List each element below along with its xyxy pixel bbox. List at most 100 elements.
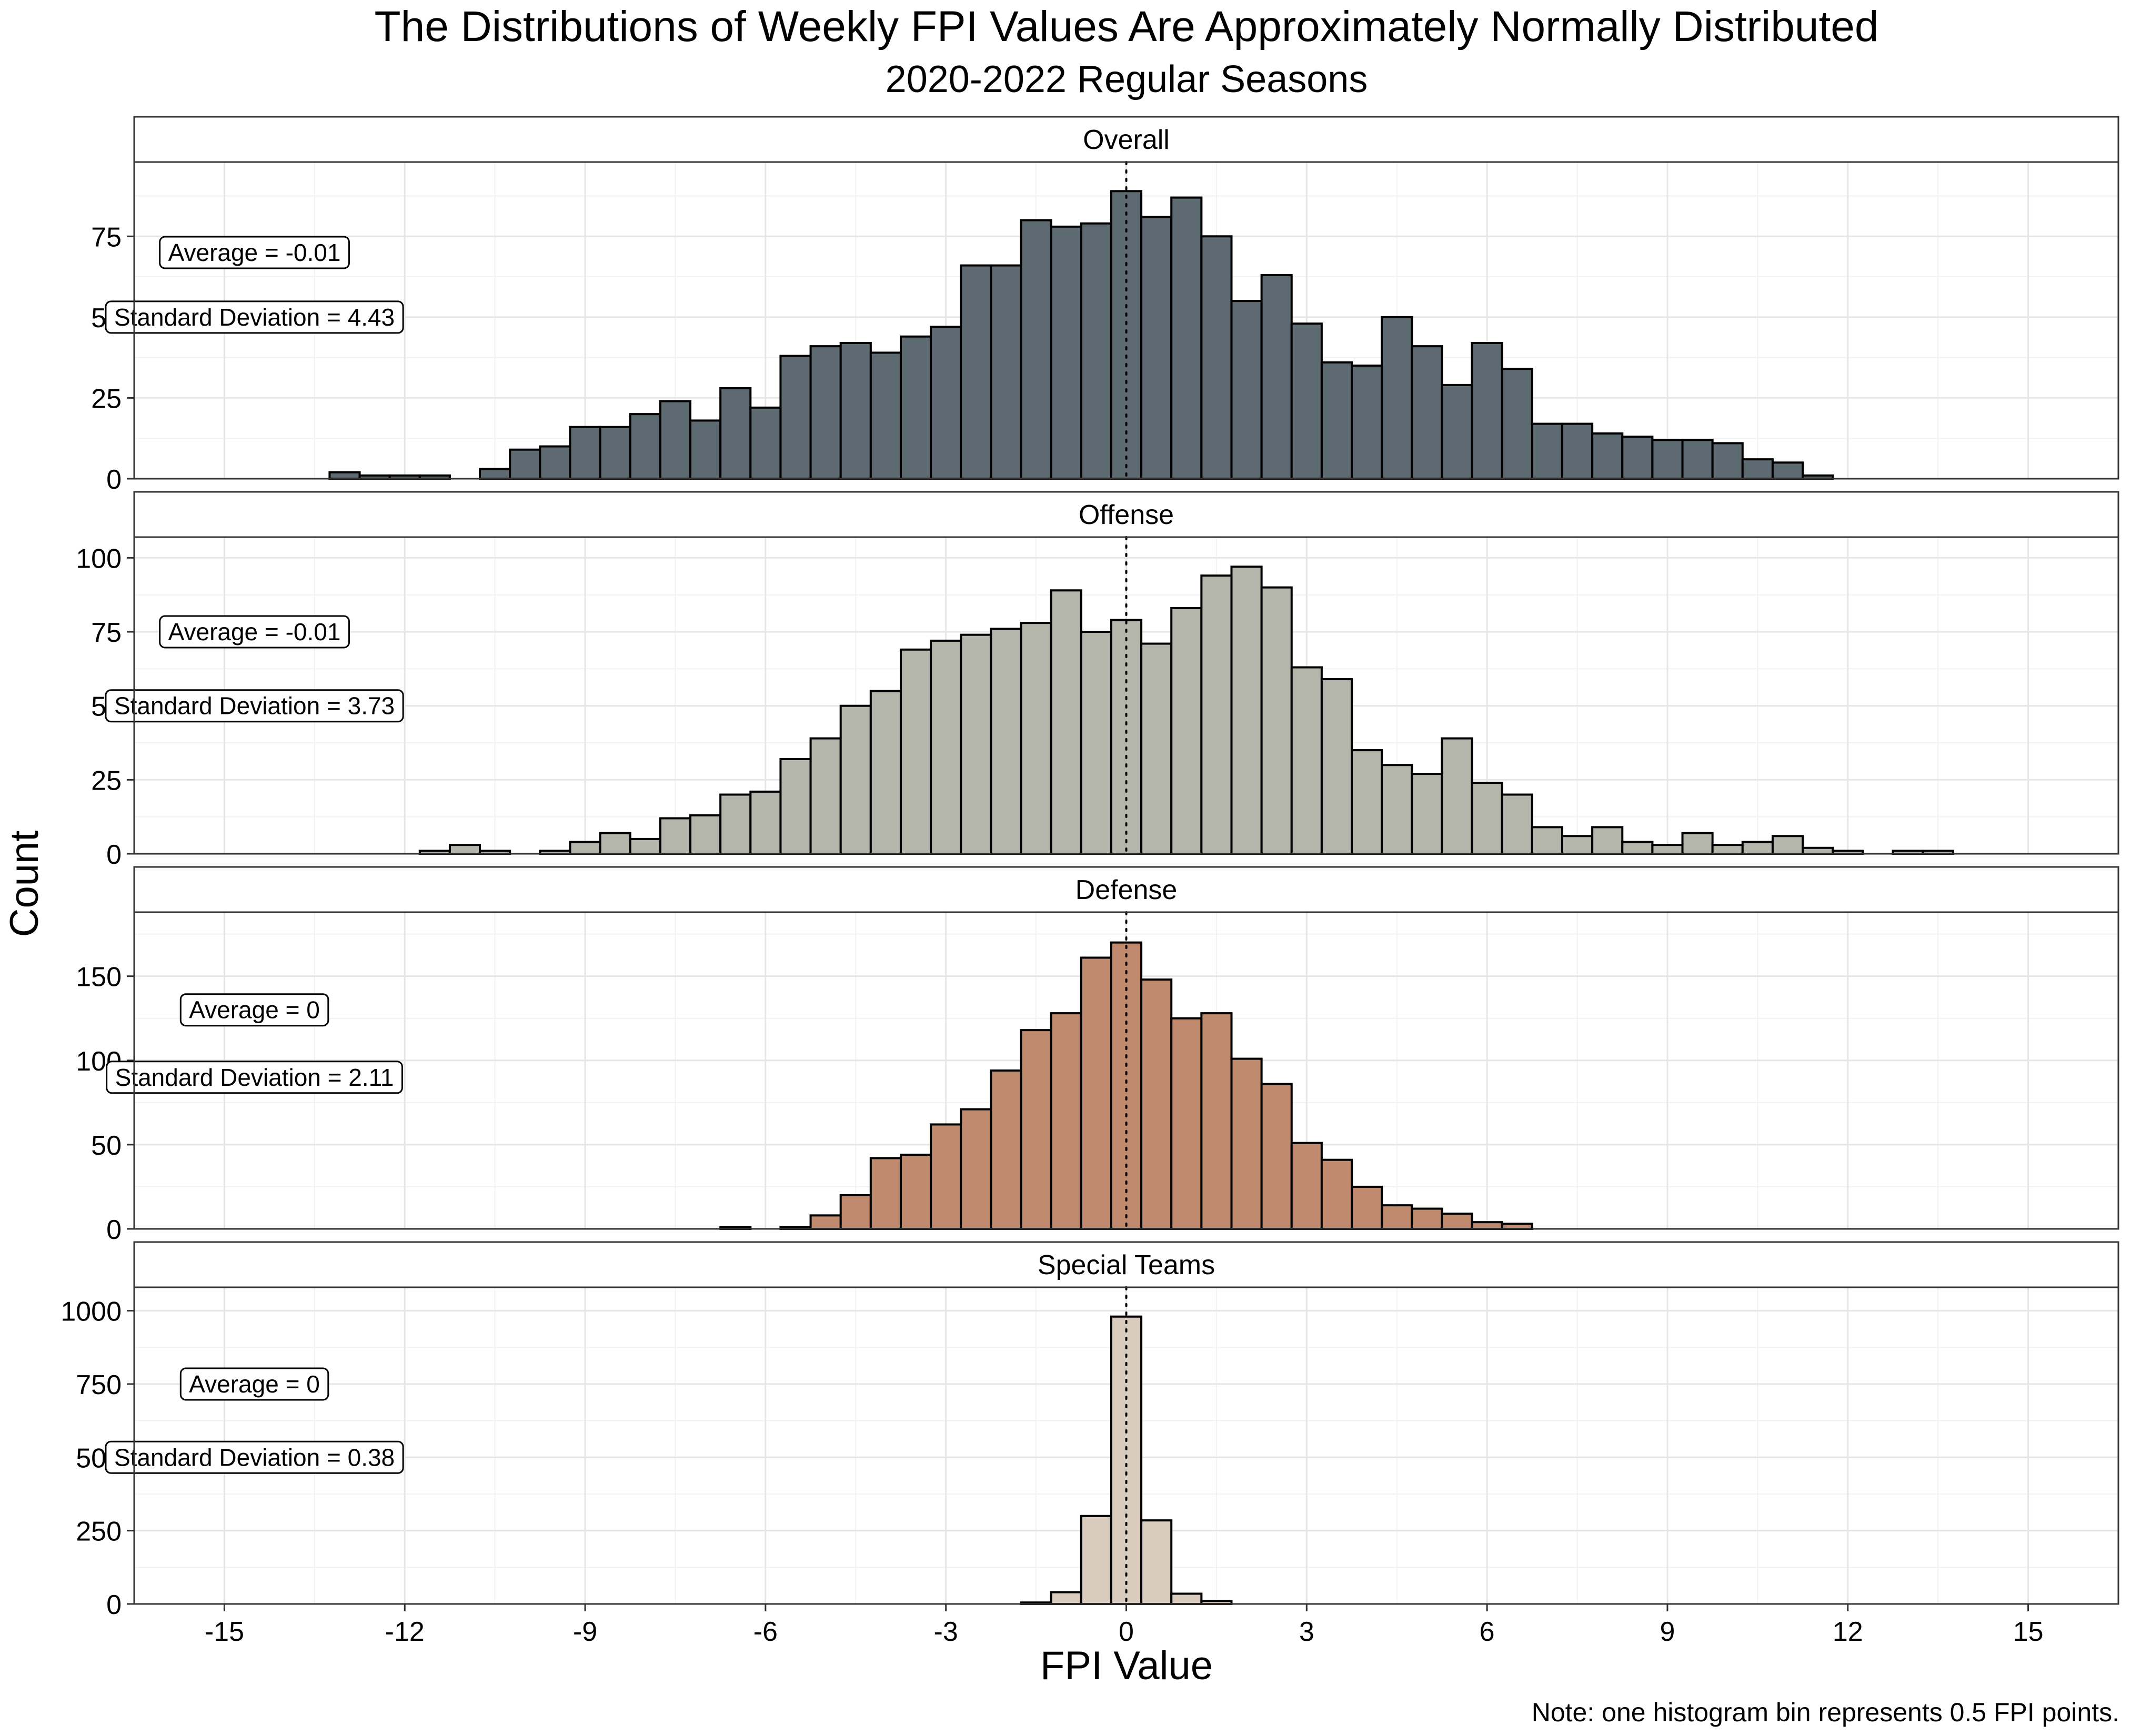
histogram-bar [1351, 749, 1383, 855]
histogram-bar [1230, 566, 1263, 855]
histogram-bar [569, 426, 601, 480]
x-tick-label: -6 [753, 1617, 778, 1647]
histogram-bar [1771, 461, 1804, 480]
histogram-bar [659, 400, 692, 480]
histogram-bar [599, 426, 631, 480]
histogram-bar [1140, 216, 1173, 480]
histogram-bar [1802, 846, 1834, 855]
histogram-bar [839, 342, 872, 480]
histogram-bar [809, 345, 842, 480]
histogram-bar [1711, 442, 1744, 480]
histogram-bar [990, 1069, 1022, 1230]
histogram-bar [1471, 781, 1503, 855]
y-tick-label: 25 [91, 765, 122, 796]
histogram-bar [1080, 1515, 1112, 1606]
histogram-bar [1080, 631, 1112, 855]
panel-border [133, 536, 2119, 855]
histogram-bar [1351, 1185, 1383, 1230]
histogram-bar [779, 355, 812, 480]
x-tick-label: 12 [1833, 1617, 1863, 1647]
facet-strip-label: Overall [1083, 125, 1170, 155]
x-tick-label: 3 [1299, 1617, 1314, 1647]
histogram-bar [809, 1214, 842, 1230]
x-tick-label: 0 [1119, 1617, 1134, 1647]
annotation-label: Average = -0.01 [168, 618, 341, 645]
stat-annotation: Standard Deviation = 3.73 [105, 689, 404, 723]
annotation-box [159, 236, 350, 269]
histogram-bar [749, 406, 782, 480]
x-tick-label: 6 [1480, 1617, 1495, 1647]
y-tick-label: 75 [91, 618, 122, 648]
stat-annotation: Average = 0 [179, 993, 329, 1027]
histogram-bar [990, 628, 1022, 855]
histogram-bar [1561, 422, 1594, 480]
annotation-box [106, 1061, 403, 1094]
histogram-bar [1140, 978, 1173, 1230]
histogram-bar [1110, 1315, 1143, 1605]
histogram-bar [1020, 622, 1052, 855]
histogram-bar [1320, 1158, 1353, 1230]
histogram-bar [1050, 225, 1082, 480]
annotation-box [105, 689, 404, 723]
histogram-bar [779, 758, 812, 855]
y-axis-title: Count [2, 831, 47, 937]
x-tick-label: -3 [934, 1617, 958, 1647]
facet-strip [133, 116, 2119, 163]
histogram-bar [1230, 1057, 1263, 1230]
histogram-bar [869, 690, 902, 855]
histogram-bar [1020, 1029, 1052, 1230]
histogram-bar [1351, 365, 1383, 480]
histogram-bar [1080, 222, 1112, 480]
histogram-bar [930, 326, 962, 480]
stat-annotation: Average = -0.01 [159, 615, 350, 649]
histogram-bar [990, 264, 1022, 480]
histogram-bar [1621, 436, 1654, 480]
stat-annotation: Average = 0 [179, 1367, 329, 1401]
histogram-bar [1140, 642, 1173, 855]
histogram-bar [1531, 422, 1563, 480]
histogram-bar [1441, 737, 1473, 855]
y-tick-label: 25 [91, 383, 122, 414]
histogram-bar [1711, 844, 1744, 855]
stat-annotation: Standard Deviation = 4.43 [105, 300, 404, 334]
y-tick-label: 150 [76, 962, 122, 993]
y-tick-label: 0 [106, 840, 122, 870]
histogram-bar [1411, 1207, 1443, 1230]
histogram-bar [899, 335, 932, 480]
histogram-bar [539, 445, 571, 480]
histogram-bar [869, 351, 902, 480]
y-tick-label: 0 [106, 465, 122, 495]
x-tick-label: -12 [385, 1617, 425, 1647]
y-tick-label: 75 [91, 222, 122, 253]
facet-strip [133, 1241, 2119, 1288]
x-tick-label: 9 [1660, 1617, 1675, 1647]
histogram-bar [809, 737, 842, 855]
facet-strip-label: Offense [1079, 500, 1174, 530]
x-axis-title: FPI Value [1040, 1643, 1213, 1688]
histogram-bar [1290, 666, 1323, 855]
histogram-bar [960, 1108, 992, 1230]
y-tick-label: 100 [76, 543, 122, 574]
annotation-label: Standard Deviation = 0.38 [114, 1444, 395, 1471]
histogram-bar [930, 639, 962, 855]
histogram-bar [1050, 1012, 1082, 1230]
histogram-bar [1200, 1012, 1233, 1230]
histogram-bar [1110, 190, 1143, 480]
y-tick-label: 0 [106, 1590, 122, 1620]
histogram-bar [479, 468, 511, 480]
histogram-bar [1290, 1142, 1323, 1230]
histogram-bar [1411, 345, 1443, 480]
annotation-label: Average = -0.01 [168, 239, 341, 266]
histogram-bar [1771, 835, 1804, 855]
y-tick-label: 50 [91, 1131, 122, 1161]
histogram-bar [1441, 383, 1473, 480]
histogram-bar [659, 817, 692, 855]
annotation-label: Average = 0 [189, 1370, 320, 1398]
stat-annotation: Standard Deviation = 0.38 [105, 1440, 404, 1474]
histogram-bar [1260, 274, 1293, 480]
histogram-bar [1591, 826, 1624, 855]
histogram-bar [869, 1157, 902, 1230]
annotation-label: Standard Deviation = 3.73 [114, 692, 395, 720]
